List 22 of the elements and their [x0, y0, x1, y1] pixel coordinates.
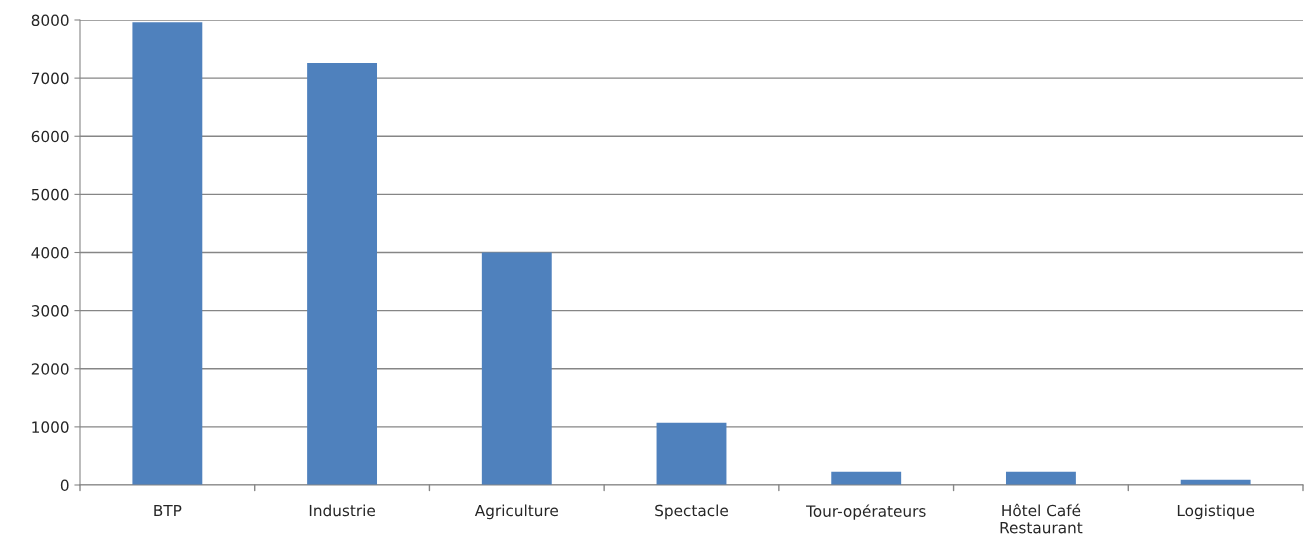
y-tick-label: 4000 [31, 246, 69, 259]
bar [1005, 471, 1076, 485]
bar [831, 471, 902, 485]
x-tick-label: BTP [154, 504, 182, 517]
x-tick-label: Hôtel Café Restaurant [1000, 503, 1083, 534]
y-tick-label: 7000 [31, 72, 69, 85]
y-tick-label: 3000 [31, 305, 69, 317]
bar [481, 252, 552, 485]
x-tick-label: Logistique [1177, 504, 1255, 520]
bar [307, 63, 378, 485]
y-tick-label: 5000 [31, 188, 69, 201]
y-tick-label: 6000 [31, 130, 69, 143]
x-tick-label: Industrie [309, 504, 375, 517]
bar [656, 422, 727, 485]
y-tick-label: 8000 [31, 14, 69, 27]
x-tick-label: Agriculture [474, 504, 558, 520]
y-tick-label: 2000 [31, 363, 69, 375]
x-tick-label: Spectacle [655, 504, 728, 520]
y-tick-label: 1000 [32, 421, 69, 433]
y-tick-label: 0 [60, 479, 69, 492]
x-tick-label: Tour-opérateurs [806, 504, 926, 520]
bar [132, 22, 203, 485]
